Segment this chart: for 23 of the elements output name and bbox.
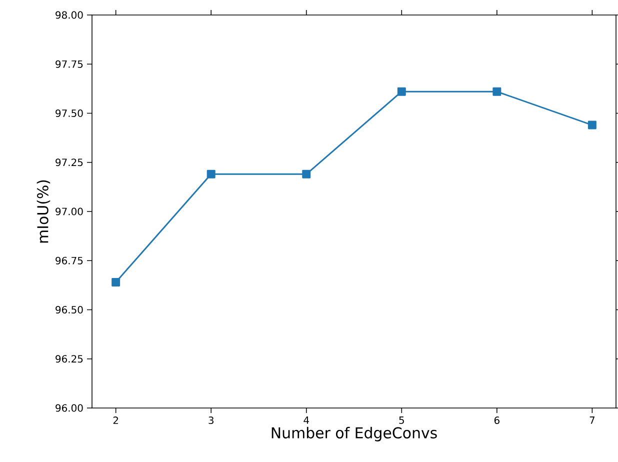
x-tick-label: 5 [399, 416, 404, 424]
x-tick-label: 3 [208, 416, 214, 424]
y-tick-label: 97.25 [56, 158, 83, 166]
x-tick-label: 2 [113, 416, 118, 424]
y-tick-label: 96.75 [56, 256, 83, 264]
y-tick-label: 98.00 [56, 11, 83, 19]
x-tick-label: 4 [304, 416, 309, 424]
point [397, 87, 406, 96]
y-tick-label: 96.00 [56, 404, 83, 412]
y-tick-label: 96.25 [56, 355, 83, 363]
point [588, 120, 596, 130]
point [206, 170, 216, 178]
y-tick-label: 96.50 [56, 306, 83, 314]
x-tick-label: 6 [494, 416, 500, 424]
x-tick-label: 7 [590, 416, 595, 424]
point [112, 278, 120, 286]
y-tick-label: 97.50 [56, 109, 83, 117]
y-tick-label: 97.75 [56, 60, 83, 68]
point [302, 170, 311, 178]
y-axis-title: mIoU(%) [36, 180, 50, 243]
x-axis-title: Number of EdgeConvs [272, 426, 437, 442]
point [492, 87, 502, 96]
y-tick-label: 97.00 [56, 208, 83, 216]
